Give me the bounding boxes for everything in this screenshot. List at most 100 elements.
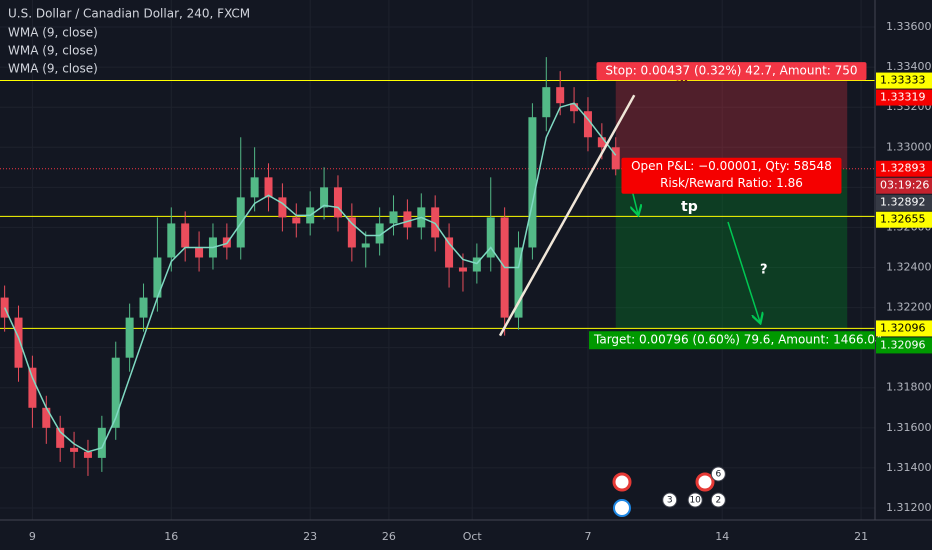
price-label: 03:19:26 xyxy=(880,179,929,192)
price-label: 1.32893 xyxy=(880,162,926,175)
target-zone xyxy=(615,168,848,329)
event-badge xyxy=(662,492,678,508)
price-label: 1.32096 xyxy=(880,338,926,351)
candle-body xyxy=(83,451,92,458)
candle-body xyxy=(528,117,537,248)
price-label-bg xyxy=(876,194,932,211)
y-tick-label: 1.32200 xyxy=(886,301,932,314)
event-count: 2 xyxy=(715,496,721,506)
symbol-title: U.S. Dollar / Canadian Dollar, 240, FXCM xyxy=(8,7,250,21)
price-label-bg xyxy=(876,89,932,106)
candle-body xyxy=(320,187,329,208)
rr-label: Risk/Reward Ratio: 1.86 xyxy=(660,176,803,190)
x-tick-label: 9 xyxy=(29,530,36,543)
candle-body xyxy=(597,137,606,148)
x-tick-label: Oct xyxy=(463,530,483,543)
candle-body xyxy=(42,407,51,428)
candle-body xyxy=(14,317,23,368)
price-label-bg xyxy=(876,211,932,228)
candle-body xyxy=(139,297,148,318)
price-label: 1.33333 xyxy=(880,74,926,87)
x-tick-label: 16 xyxy=(164,530,178,543)
trendline xyxy=(498,94,636,337)
event-count: 10 xyxy=(689,496,701,506)
price-label: 1.32096 xyxy=(880,321,926,334)
candle-body xyxy=(361,243,370,248)
arrow xyxy=(727,221,760,322)
x-tick-label: 14 xyxy=(715,530,729,543)
indicator-legend: WMA (9, close) xyxy=(8,44,98,58)
annotation: ? xyxy=(760,263,768,278)
y-tick-label: 1.33600 xyxy=(886,20,932,33)
price-label-bg xyxy=(876,320,932,337)
plot-area xyxy=(0,57,875,476)
x-tick-label: 7 xyxy=(584,530,591,543)
y-tick-label: 1.31800 xyxy=(886,381,932,394)
candle-body xyxy=(583,111,592,138)
stop-label: Stop: 0.00437 (0.32%) 42.7, Amount: 750 xyxy=(605,64,857,78)
candle-body xyxy=(611,147,620,170)
price-label: 1.32892 xyxy=(880,196,926,209)
candle-body xyxy=(472,257,481,272)
candle-body xyxy=(570,103,579,112)
candle-body xyxy=(167,223,176,258)
candle-body xyxy=(556,87,565,104)
indicator-legend: WMA (9, close) xyxy=(8,62,98,76)
y-tick-label: 1.33400 xyxy=(886,60,932,73)
y-tick-label: 1.31600 xyxy=(886,421,932,434)
event-flags xyxy=(612,472,715,517)
candle-body xyxy=(403,211,412,228)
price-label-bg xyxy=(876,72,932,89)
event-badge xyxy=(710,466,726,482)
price-label: 1.32655 xyxy=(880,213,926,226)
candle-body xyxy=(250,177,259,198)
position-label-bg xyxy=(621,157,842,194)
candle-body xyxy=(153,257,162,298)
position-label-bg xyxy=(589,331,875,350)
candle-body xyxy=(28,367,37,408)
candle-body xyxy=(181,223,190,248)
annotation: tp xyxy=(681,199,698,215)
price-label-bg xyxy=(876,160,932,177)
event-count: 6 xyxy=(715,470,721,480)
event-badge xyxy=(710,492,726,508)
candle-body xyxy=(111,357,120,428)
candle-body xyxy=(514,247,523,318)
pnl-label: Open P&L: −0.00001, Qty: 58548 xyxy=(631,159,832,173)
candle-body xyxy=(431,207,440,238)
candle-body xyxy=(347,217,356,248)
x-tick-label: 23 xyxy=(303,530,317,543)
y-tick-label: 1.32400 xyxy=(886,261,932,274)
wma-line xyxy=(3,102,617,453)
candle-body xyxy=(56,427,65,448)
price-label-bg xyxy=(876,337,932,354)
candle-body xyxy=(333,187,342,218)
position-label-bg xyxy=(596,62,867,81)
candle-body xyxy=(542,87,551,118)
event-badge xyxy=(687,492,703,508)
candle-body xyxy=(264,177,273,198)
candle-body xyxy=(70,447,79,452)
y-tick-label: 1.33000 xyxy=(886,140,932,153)
event-count: 3 xyxy=(667,496,673,506)
price-label: 1.33319 xyxy=(880,91,926,104)
candle-body xyxy=(375,223,384,244)
y-tick-label: 1.31400 xyxy=(886,461,932,474)
candle-body xyxy=(486,217,495,258)
candle-body xyxy=(278,197,287,218)
target-label: Target: 0.00796 (0.60%) 79.6, Amount: 14… xyxy=(593,333,883,347)
candle-body xyxy=(389,211,398,224)
candle-body xyxy=(195,247,204,258)
candle-body xyxy=(125,317,134,358)
stop-zone xyxy=(615,81,848,169)
price-label-bg xyxy=(876,177,932,194)
candle-body xyxy=(292,217,301,224)
x-tick-label: 26 xyxy=(382,530,396,543)
x-tick-label: 21 xyxy=(854,530,868,543)
indicator-legend: WMA (9, close) xyxy=(8,26,98,40)
candle-body xyxy=(458,267,467,272)
candle-body xyxy=(97,427,106,458)
y-tick-label: 1.31200 xyxy=(886,501,932,514)
candle-body xyxy=(445,237,454,268)
